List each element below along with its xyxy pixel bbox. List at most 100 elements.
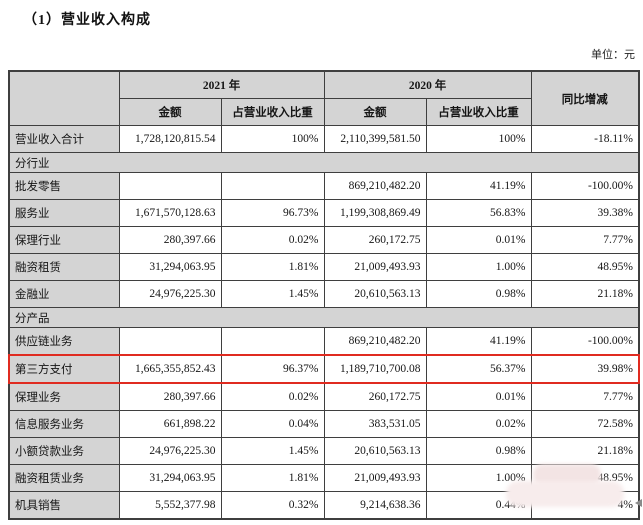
- revenue-composition-table: 2021 年 2020 年 同比增减 金额 占营业收入比重 金额 占营业收入比重…: [8, 70, 640, 520]
- cell-amount-2020: 869,210,482.20: [323, 172, 427, 200]
- header-yoy: 同比增减: [530, 70, 640, 126]
- table-row: 金融业 24,976,225.30 1.45% 20,610,563.13 0.98% 2…: [8, 280, 640, 308]
- table-row: 机具销售 5,552,377.98 0.32% 9,214,638.36 0.44% 4%: [8, 491, 640, 520]
- cell-amount-2020: 1,189,710,700.08: [323, 354, 427, 384]
- cell-amount-2021: 31,294,063.95: [118, 253, 222, 281]
- cell-amount-2020: 20,610,563.13: [323, 280, 427, 308]
- cell-yoy: 4%: [530, 491, 640, 520]
- cell-share-2020: 1.00%: [425, 253, 532, 281]
- row-label: 营业收入合计: [8, 125, 120, 153]
- cursor-marker: [635, 499, 642, 507]
- cell-share-2020: 1.00%: [425, 464, 532, 492]
- cell-share-2020: 0.01%: [425, 226, 532, 254]
- cell-share-2021: 1.45%: [220, 437, 325, 465]
- header-row-years: 2021 年 2020 年 同比增减: [8, 70, 640, 126]
- table-row: 融资租赁 31,294,063.95 1.81% 21,009,493.93 1.00%…: [8, 253, 640, 281]
- cell-yoy: 21.18%: [530, 437, 640, 465]
- table-row: 小额贷款业务 24,976,225.30 1.45% 20,610,563.13 0.9…: [8, 437, 640, 465]
- table-body: 营业收入合计 1,728,120,815.54 100% 2,110,399,581.…: [8, 125, 640, 520]
- cell-share-2021: 0.04%: [220, 410, 325, 438]
- cell-amount-2021: 1,671,570,128.63: [118, 199, 222, 227]
- row-label: 信息服务业务: [8, 410, 120, 438]
- cell-amount-2021: [118, 327, 222, 356]
- cell-amount-2020: 260,172.75: [323, 226, 427, 254]
- cell-share-2020: 56.37%: [425, 354, 532, 384]
- cell-share-2021: 1.45%: [220, 280, 325, 308]
- header-amount-2021: 金额: [118, 98, 222, 126]
- cell-share-2021: [220, 327, 325, 356]
- cell-share-2021: 0.02%: [220, 226, 325, 254]
- row-label: 保理行业: [8, 226, 120, 254]
- section-label: 分产品: [8, 307, 640, 328]
- table-row: 营业收入合计 1,728,120,815.54 100% 2,110,399,581.…: [8, 125, 640, 153]
- row-label: 小额贷款业务: [8, 437, 120, 465]
- row-label: 服务业: [8, 199, 120, 227]
- table-row: 融资租赁业务 31,294,063.95 1.81% 21,009,493.93 1.0…: [8, 464, 640, 492]
- row-label: 第三方支付: [8, 354, 120, 384]
- table-row: 批发零售 869,210,482.20 41.19% -100.00%: [8, 172, 640, 200]
- cell-yoy: 21.18%: [530, 280, 640, 308]
- cell-share-2021: 96.37%: [220, 354, 325, 384]
- cell-amount-2020: 9,214,638.36: [323, 491, 427, 520]
- row-label: 金融业: [8, 280, 120, 308]
- row-label: 批发零售: [8, 172, 120, 200]
- cell-amount-2021: 24,976,225.30: [118, 437, 222, 465]
- cell-amount-2021: 24,976,225.30: [118, 280, 222, 308]
- cell-amount-2021: 280,397.66: [118, 226, 222, 254]
- table-header: 2021 年 2020 年 同比增减 金额 占营业收入比重 金额 占营业收入比重: [8, 70, 640, 126]
- cell-amount-2021: 1,728,120,815.54: [118, 125, 222, 153]
- cell-amount-2020: 383,531.05: [323, 410, 427, 438]
- cell-share-2020: 0.98%: [425, 437, 532, 465]
- cell-amount-2020: 2,110,399,581.50: [323, 125, 427, 153]
- cell-share-2020: 0.44%: [425, 491, 532, 520]
- cell-share-2021: 0.02%: [220, 382, 325, 411]
- cell-amount-2021: 280,397.66: [118, 382, 222, 411]
- cell-share-2020: 0.01%: [425, 382, 532, 411]
- cell-share-2020: 100%: [425, 125, 532, 153]
- header-row-metrics: 金额 占营业收入比重 金额 占营业收入比重: [9, 98, 639, 126]
- row-label: 供应链业务: [8, 327, 120, 356]
- cell-share-2021: [220, 172, 325, 200]
- cell-yoy: 39.38%: [530, 199, 640, 227]
- cell-amount-2020: 21,009,493.93: [323, 253, 427, 281]
- cell-yoy: 39.98%: [530, 354, 640, 384]
- cell-amount-2021: 31,294,063.95: [118, 464, 222, 492]
- cell-share-2021: 0.32%: [220, 491, 325, 520]
- cell-yoy: 7.77%: [530, 382, 640, 411]
- row-label: 机具销售: [8, 491, 120, 520]
- cell-share-2021: 96.73%: [220, 199, 325, 227]
- table-row: 供应链业务 869,210,482.20 41.19% -100.00%: [8, 327, 640, 356]
- cell-share-2020: 56.83%: [425, 199, 532, 227]
- row-label: 融资租赁: [8, 253, 120, 281]
- unit-label: 单位：元: [591, 49, 635, 61]
- table-row: 保理行业 280,397.66 0.02% 260,172.75 0.01% 7.77%: [8, 226, 640, 254]
- cell-share-2020: 0.02%: [425, 410, 532, 438]
- cell-yoy: -100.00%: [530, 327, 640, 356]
- row-label: 保理业务: [8, 382, 120, 411]
- header-blank-cell: [8, 70, 120, 126]
- cell-amount-2021: 1,665,355,852.43: [118, 354, 222, 384]
- section-row: 分产品: [8, 307, 640, 328]
- cell-yoy: 48.95%: [530, 253, 640, 281]
- row-label: 融资租赁业务: [8, 464, 120, 492]
- header-year-2021: 2021 年: [118, 70, 325, 99]
- header-share-2020: 占营业收入比重: [425, 98, 532, 126]
- cell-amount-2020: 869,210,482.20: [323, 327, 427, 356]
- cell-amount-2021: [118, 172, 222, 200]
- section-row: 分行业: [8, 152, 640, 173]
- cell-yoy: 48.95%: [530, 464, 640, 492]
- cell-amount-2021: 5,552,377.98: [118, 491, 222, 520]
- cell-share-2020: 0.98%: [425, 280, 532, 308]
- cell-amount-2021: 661,898.22: [118, 410, 222, 438]
- header-year-2020: 2020 年: [323, 70, 532, 99]
- cell-share-2021: 1.81%: [220, 253, 325, 281]
- cell-yoy: 7.77%: [530, 226, 640, 254]
- cell-yoy: 72.58%: [530, 410, 640, 438]
- cell-share-2021: 1.81%: [220, 464, 325, 492]
- header-amount-2020: 金额: [323, 98, 427, 126]
- section-label: 分行业: [8, 152, 640, 173]
- header-share-2021: 占营业收入比重: [220, 98, 325, 126]
- cell-amount-2020: 1,199,308,869.49: [323, 199, 427, 227]
- cell-share-2020: 41.19%: [425, 327, 532, 356]
